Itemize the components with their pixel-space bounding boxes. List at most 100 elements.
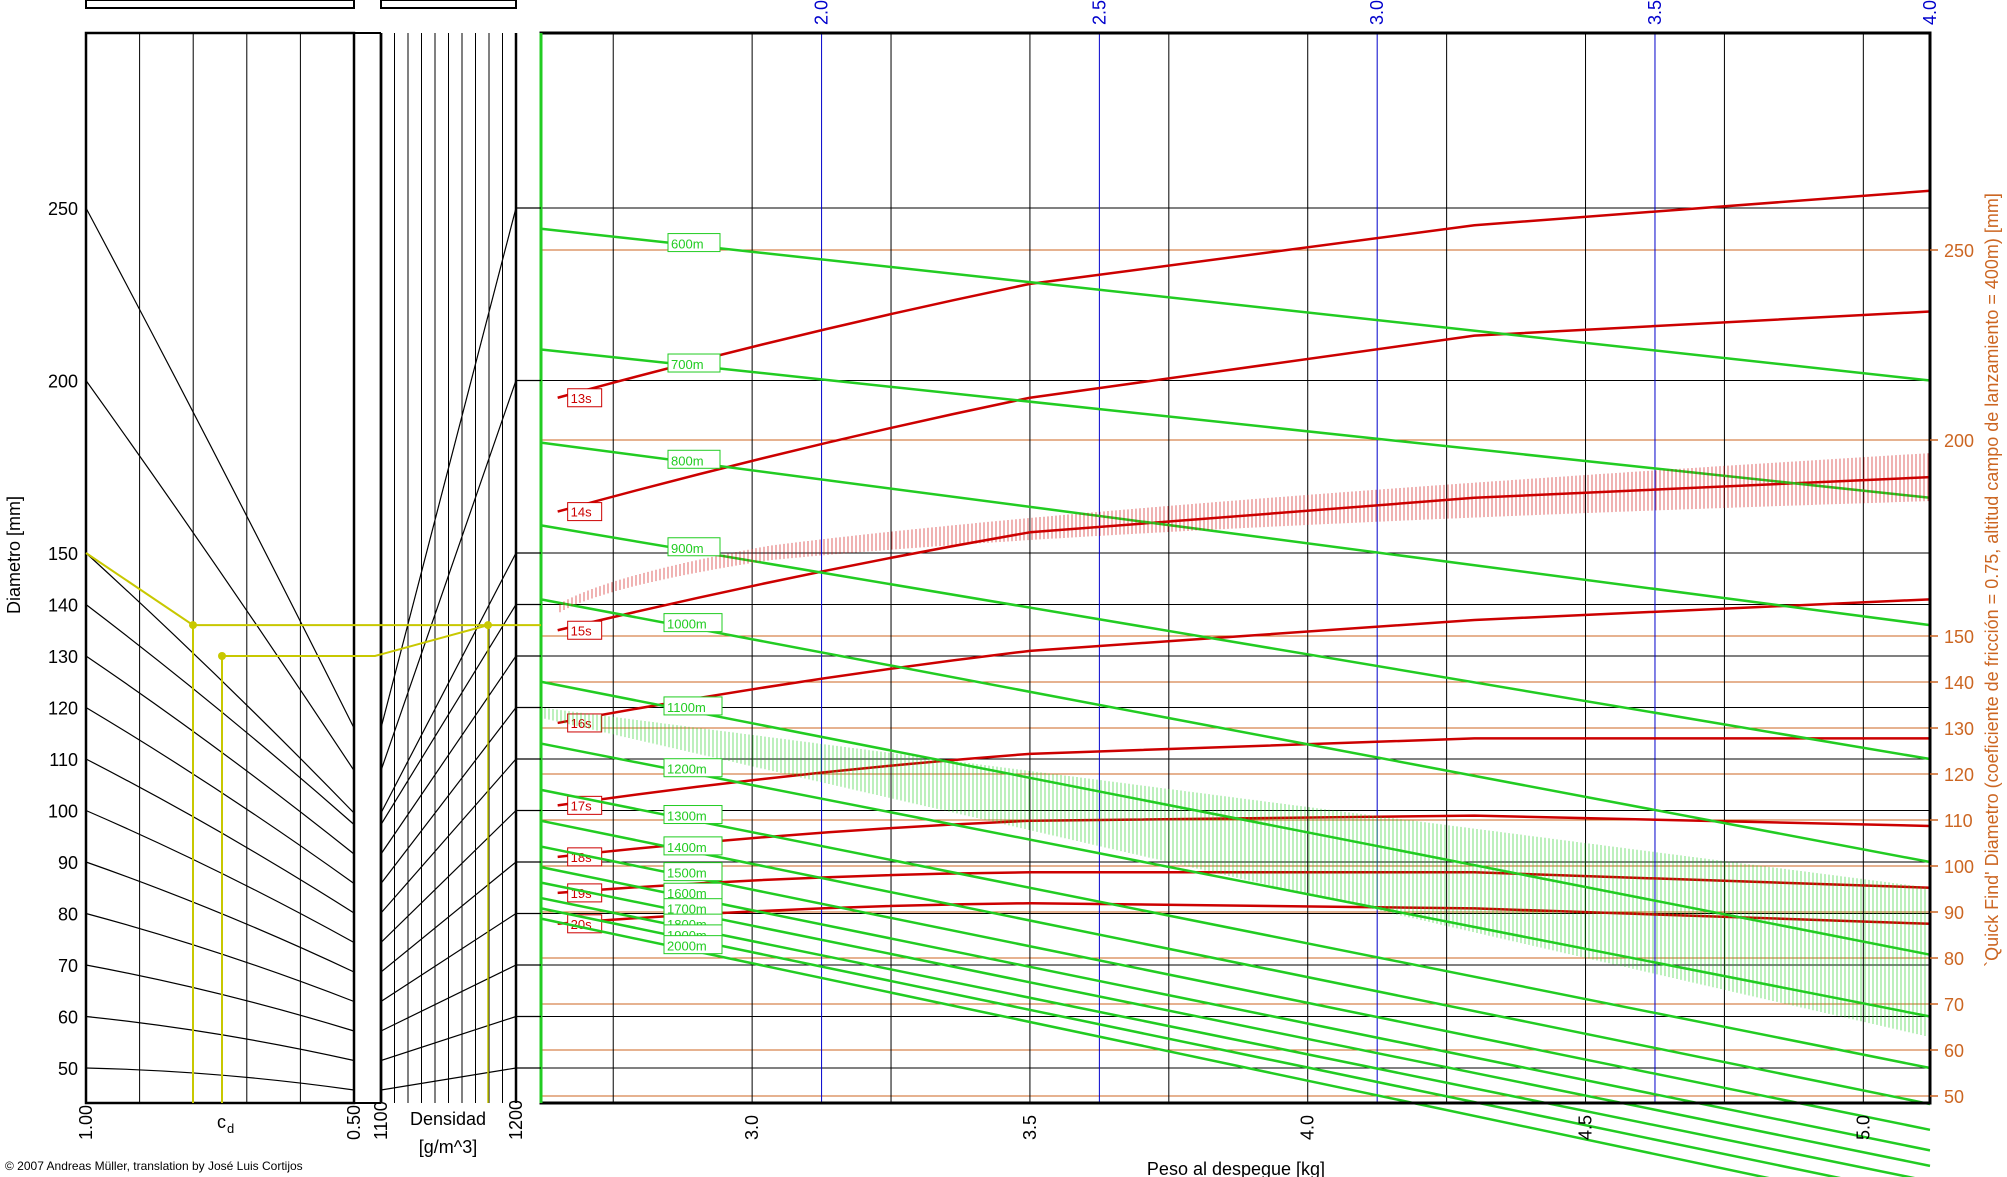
- density-curve: [380, 912, 517, 1003]
- time-label-box: [567, 502, 603, 522]
- right-tick-label: 70: [1944, 995, 1964, 1015]
- altitude-series-label: 1600m: [667, 886, 707, 901]
- time-series-line: [557, 189, 1931, 399]
- x-tick-label: 4.5: [1576, 1115, 1596, 1140]
- density-right-label: 1200: [506, 1100, 526, 1140]
- left-tick-label: 150: [48, 544, 78, 564]
- density-curve: [380, 964, 517, 1032]
- time-series-line: [557, 310, 1931, 513]
- left-tick-label: 100: [48, 802, 78, 822]
- right-tick-label: 80: [1944, 949, 1964, 969]
- density-curve: [380, 655, 517, 855]
- right-tick-label: 150: [1944, 627, 1974, 647]
- top-tick-label: 2.0: [812, 0, 832, 25]
- cd-mid-sub: d: [227, 1121, 234, 1136]
- altitude-series-line: [540, 680, 1931, 956]
- density-header-box: [380, 0, 517, 9]
- altitude-series-line: [540, 845, 1931, 1132]
- credit-text: © 2007 Andreas Müller, translation by Jo…: [5, 1159, 303, 1173]
- altitude-series-label: 2000m: [667, 939, 707, 954]
- time-label-box: [567, 620, 603, 640]
- altitude-label-box: [663, 935, 723, 955]
- example-point: [189, 621, 197, 630]
- right-tick-label: 60: [1944, 1041, 1964, 1061]
- cd-curve: [85, 207, 355, 729]
- altitude-label-box: [667, 233, 721, 253]
- altitude-label-box: [663, 805, 723, 825]
- density-label: Densidad: [410, 1109, 486, 1129]
- altitude-series-label: 1000m: [667, 617, 707, 632]
- altitude-series-line: [540, 742, 1931, 1018]
- left-tick-label: 140: [48, 596, 78, 616]
- time-series-line: [557, 901, 1931, 926]
- altitude-series-line: [540, 907, 1842, 1177]
- cd-curve: [85, 861, 355, 973]
- altitude-series-label: 1100m: [667, 700, 706, 715]
- x-tick-label: 4.0: [1298, 1115, 1318, 1140]
- left-tick-label: 50: [58, 1059, 78, 1079]
- altitude-series-line: [540, 881, 1931, 1168]
- example-path: [85, 552, 541, 1103]
- right-tick-label: 250: [1944, 241, 1974, 261]
- top-tick-label: 4.0: [1920, 0, 1940, 25]
- cd-curve: [85, 655, 355, 855]
- density-curve: [380, 1015, 517, 1062]
- x-axis-label: Peso al despegue [kg]: [1147, 1159, 1325, 1177]
- top-tick-label: 2.5: [1089, 0, 1109, 25]
- altitude-label-box: [667, 353, 721, 373]
- time-series-line: [557, 737, 1930, 807]
- altitude-series-label: 800m: [671, 453, 704, 468]
- altitude-series-line: [540, 227, 1931, 382]
- example-point: [484, 621, 492, 630]
- altitude-label-box: [663, 862, 723, 882]
- main-plot: 2.0 2.5 3.0 3.5 4.013s14s15s16s17s18s19s20s6…: [539, 0, 2002, 1177]
- density-curve: [380, 707, 517, 884]
- altitude-series-label: 1400m: [667, 840, 707, 855]
- green-hatch-band: [540, 707, 1930, 1037]
- right-tick-label: 100: [1944, 857, 1974, 877]
- x-tick-label: 3.0: [742, 1115, 762, 1140]
- altitude-series-label: 1200m: [667, 762, 707, 777]
- left-tick-label: 130: [48, 647, 78, 667]
- cd-curve: [85, 758, 355, 914]
- density-curve: [380, 861, 517, 973]
- top-tick-label: 3.5: [1645, 0, 1665, 25]
- cd-header-box: [85, 0, 355, 9]
- density-curve: [380, 810, 517, 943]
- time-series-label: 15s: [571, 623, 592, 638]
- cd-right-label: 0.50: [344, 1105, 364, 1140]
- right-tick-label: 140: [1944, 673, 1974, 693]
- left-tick-label: 250: [48, 199, 78, 219]
- right-tick-label: 50: [1944, 1087, 1964, 1107]
- cd-curve: [85, 809, 355, 944]
- altitude-series-label: 1300m: [667, 809, 707, 824]
- cd-left-label: 1.00: [76, 1105, 96, 1140]
- altitude-series-line: [540, 896, 1916, 1177]
- time-label-box: [567, 847, 603, 867]
- left-tick-label: 70: [58, 956, 78, 976]
- left-tick-label: 110: [49, 750, 78, 770]
- time-series-label: 14s: [571, 505, 592, 520]
- cd-curve: [85, 1067, 355, 1091]
- altitude-series-line: [540, 524, 1931, 761]
- altitude-series-line: [540, 598, 1931, 864]
- left-axis-label: Diametro [mm]: [4, 496, 24, 614]
- left-tick-label: 120: [48, 699, 78, 719]
- right-tick-label: 120: [1944, 765, 1974, 785]
- density-curve: [380, 1067, 517, 1091]
- time-series-label: 13s: [571, 391, 592, 406]
- cd-curve: [85, 1015, 355, 1062]
- density-curve: [380, 552, 517, 814]
- right-tick-label: 90: [1944, 903, 1964, 923]
- time-series-line: [557, 871, 1931, 895]
- altitude-series-label: 900m: [671, 541, 704, 556]
- time-label-box: [567, 883, 603, 903]
- altitude-series-label: 700m: [671, 357, 704, 372]
- altitude-label-box: [663, 696, 723, 716]
- time-series-line: [557, 598, 1931, 725]
- right-tick-label: 110: [1944, 811, 1973, 831]
- cd-curve: [85, 912, 355, 1003]
- altitude-series-line: [540, 441, 1931, 627]
